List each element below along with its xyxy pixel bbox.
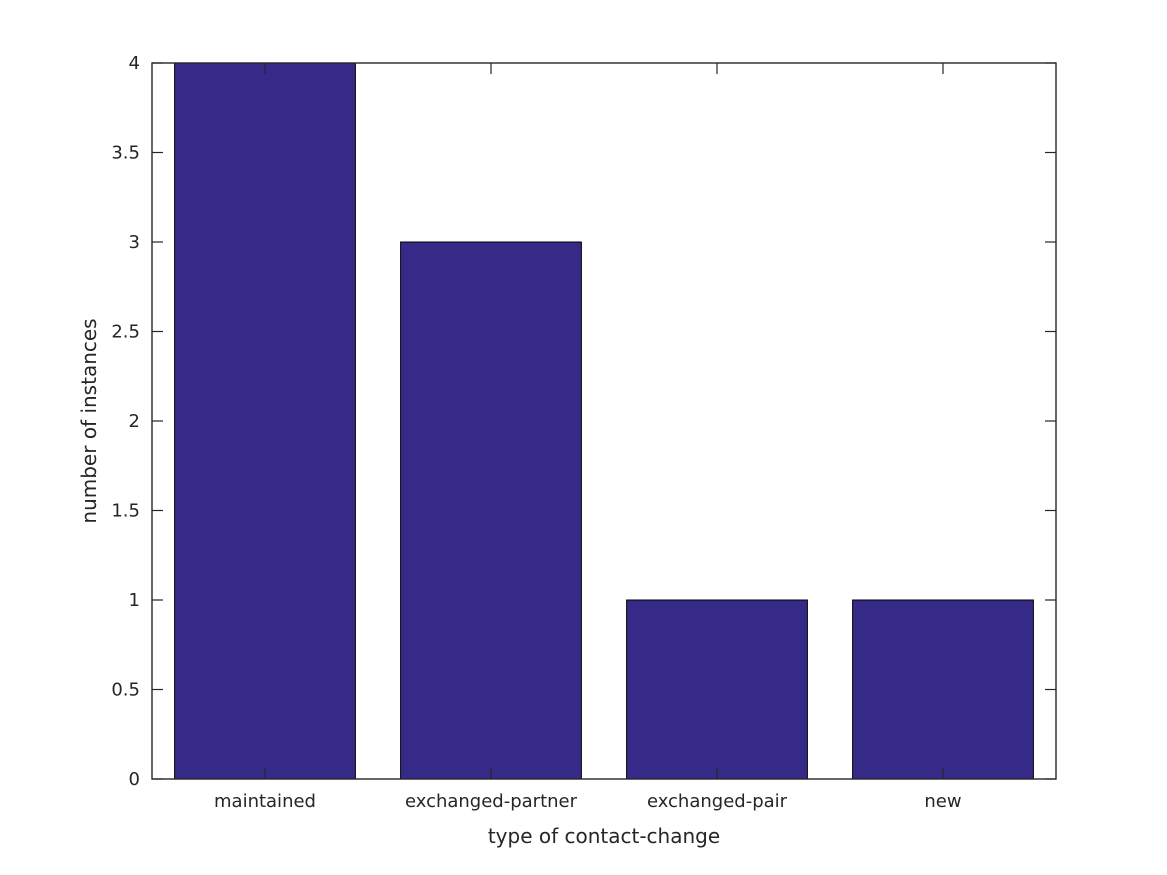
x-axis-label: type of contact-change (488, 824, 720, 848)
x-tick-label: new (924, 791, 961, 812)
x-tick-label: exchanged-partner (405, 791, 578, 812)
y-axis-label: number of instances (77, 318, 101, 523)
y-tick-label: 4 (129, 53, 140, 74)
y-tick-label: 3.5 (111, 143, 140, 164)
bar-maintained (174, 62, 356, 780)
x-tick-label: exchanged-pair (647, 791, 788, 812)
y-tick-label: 0.5 (111, 680, 140, 701)
y-tick-label: 2.5 (111, 322, 140, 343)
y-tick-label: 3 (129, 232, 140, 253)
y-tick-label: 1.5 (111, 501, 140, 522)
x-tick-label: maintained (214, 791, 316, 812)
y-tick-label: 1 (129, 590, 140, 611)
bar-exchanged-partner (400, 241, 582, 780)
bar-new (852, 599, 1034, 780)
y-tick-label: 0 (129, 769, 140, 790)
bar-exchanged-pair (626, 599, 808, 780)
y-tick-label: 2 (129, 411, 140, 432)
